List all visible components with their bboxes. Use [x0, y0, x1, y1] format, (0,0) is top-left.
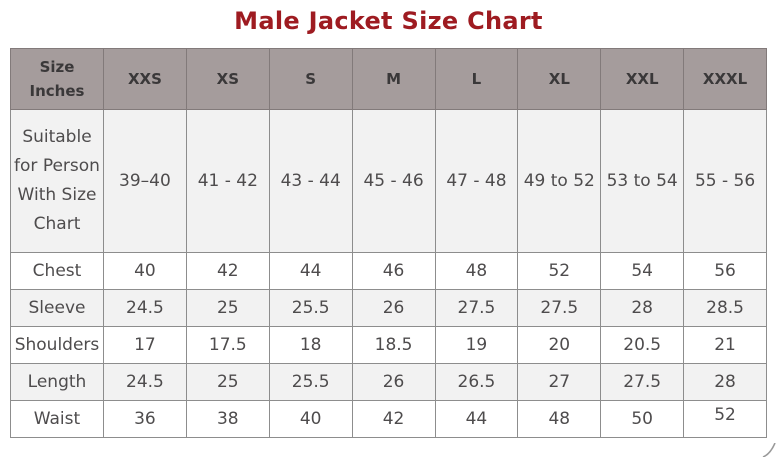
value-cell: 20: [517, 326, 602, 364]
table-row: Suitable for Person With Size Chart 39–40…: [10, 109, 767, 253]
value-cell: 25: [185, 363, 270, 401]
value-cell: 44: [268, 252, 353, 290]
header-cell-size-inches: Size Inches: [10, 48, 104, 110]
table-row: Length 24.5 25 25.5 26 26.5 27 27.5 28: [10, 363, 767, 401]
value-cell: 27: [517, 363, 602, 401]
value-cell: 48: [517, 400, 602, 438]
value-cell: 55 - 56: [683, 109, 767, 253]
value-cell: 40: [103, 252, 187, 290]
header-cell-l: L: [434, 48, 519, 110]
value-cell: 27.5: [434, 289, 519, 327]
header-cell-xxxl: XXXL: [683, 48, 767, 110]
value-cell: 27.5: [600, 363, 685, 401]
header-cell-xxs: XXS: [103, 48, 187, 110]
value-cell: 18.5: [351, 326, 436, 364]
value-cell: 28.5: [683, 289, 767, 327]
table-head: Size Inches XXS XS S M L XL XXL XXXL: [10, 48, 767, 110]
value-cell: 38: [185, 400, 270, 438]
value-cell: 49 to 52: [517, 109, 602, 253]
value-cell: 44: [434, 400, 519, 438]
value-cell: 26: [351, 363, 436, 401]
row-label: Length: [10, 363, 104, 401]
row-label: Chest: [10, 252, 104, 290]
header-cell-s: S: [268, 48, 353, 110]
row-label: Waist: [10, 400, 104, 438]
value-cell: 21: [683, 326, 767, 364]
row-label: Shoulders: [10, 326, 104, 364]
header-row: Size Inches XXS XS S M L XL XXL XXXL: [10, 48, 767, 110]
value-cell: 27.5: [517, 289, 602, 327]
value-cell: 39–40: [103, 109, 187, 253]
table-row: Chest 40 42 44 46 48 52 54 56: [10, 252, 767, 290]
value-cell: 36: [103, 400, 187, 438]
value-cell: 28: [600, 289, 685, 327]
row-label: Suitable for Person With Size Chart: [10, 109, 104, 253]
row-label: Sleeve: [10, 289, 104, 327]
value-cell: 17.5: [185, 326, 270, 364]
value-cell: 17: [103, 326, 187, 364]
value-cell: 52: [683, 400, 767, 438]
value-cell: 25.5: [268, 289, 353, 327]
header-cell-xxl: XXL: [600, 48, 685, 110]
value-cell: 41 - 42: [185, 109, 270, 253]
value-cell: 53 to 54: [600, 109, 685, 253]
value-cell: 54: [600, 252, 685, 290]
value-cell: 19: [434, 326, 519, 364]
value-cell: 40: [268, 400, 353, 438]
value-cell: 46: [351, 252, 436, 290]
header-cell-m: M: [351, 48, 436, 110]
table-row: Shoulders 17 17.5 18 18.5 19 20 20.5 21: [10, 326, 767, 364]
value-cell: 25: [185, 289, 270, 327]
value-cell: 45 - 46: [351, 109, 436, 253]
table-row: Waist 36 38 40 42 44 48 50 52: [10, 400, 767, 438]
corner-squiggle-decoration: [762, 443, 776, 457]
header-cell-xl: XL: [517, 48, 602, 110]
table-row: Sleeve 24.5 25 25.5 26 27.5 27.5 28 28.5: [10, 289, 767, 327]
value-cell: 47 - 48: [434, 109, 519, 253]
value-cell: 52: [517, 252, 602, 290]
size-chart-table: Size Inches XXS XS S M L XL XXL XXXL Suitable fo…: [10, 48, 767, 438]
value-cell: 20.5: [600, 326, 685, 364]
value-cell: 43 - 44: [268, 109, 353, 253]
value-cell: 28: [683, 363, 767, 401]
value-cell: 48: [434, 252, 519, 290]
page-title: Male Jacket Size Chart: [234, 7, 543, 35]
value-cell: 42: [185, 252, 270, 290]
value-cell: 18: [268, 326, 353, 364]
value-cell: 24.5: [103, 363, 187, 401]
value-cell: 26.5: [434, 363, 519, 401]
table-body: Suitable for Person With Size Chart 39–40…: [10, 109, 767, 438]
value-cell: 24.5: [103, 289, 187, 327]
value-cell: 26: [351, 289, 436, 327]
value-cell: 50: [600, 400, 685, 438]
value-cell: 56: [683, 252, 767, 290]
header-cell-xs: XS: [185, 48, 270, 110]
value-cell: 25.5: [268, 363, 353, 401]
value-cell: 42: [351, 400, 436, 438]
